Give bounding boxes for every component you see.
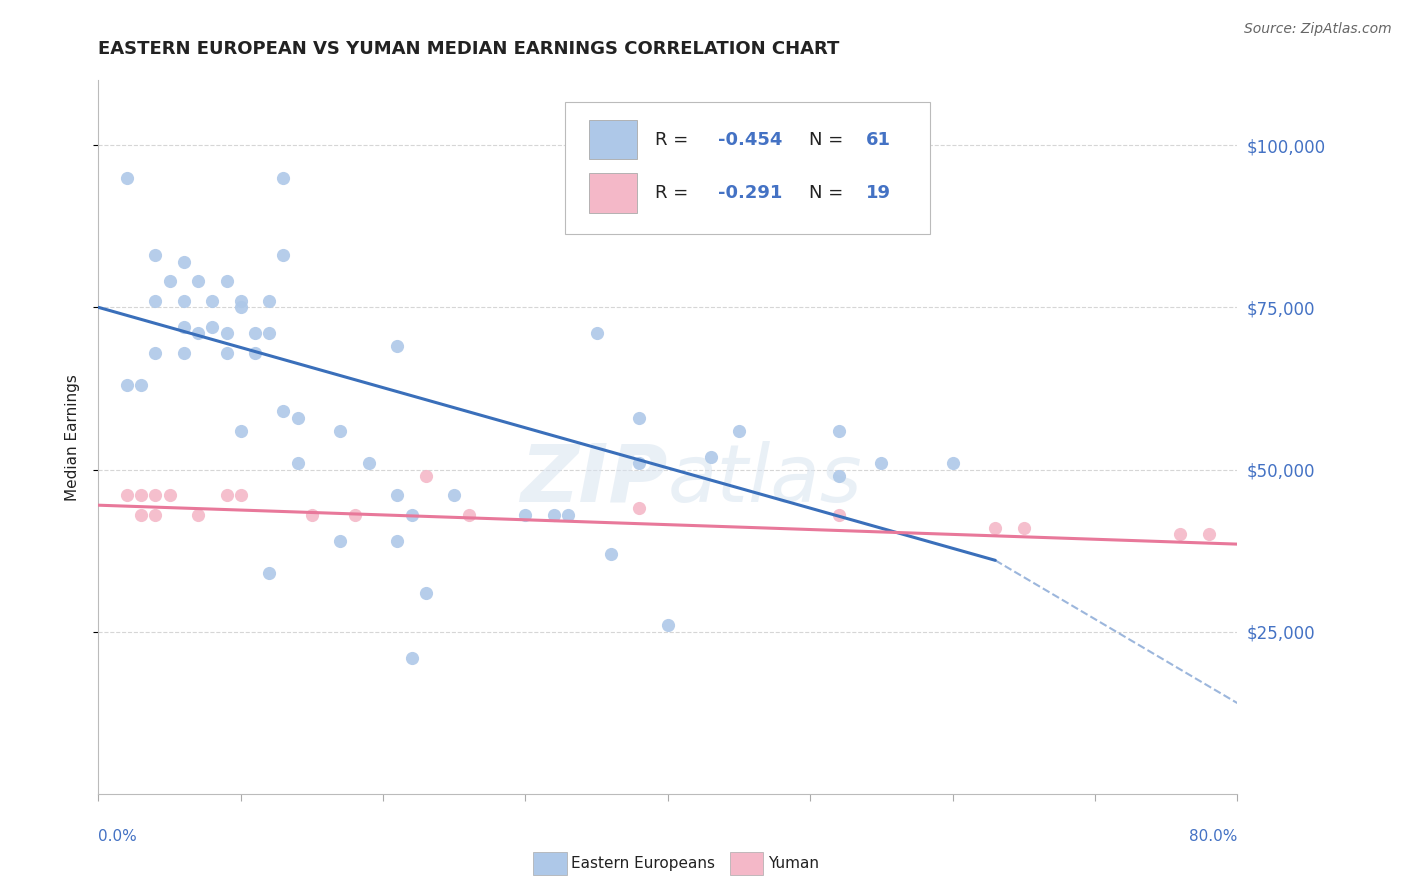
Point (415, 469, 437, 483)
Point (187, 508, 209, 522)
Text: 0.0%: 0.0% (98, 830, 138, 844)
Point (129, 378, 152, 392)
Point (115, 378, 138, 392)
Text: R =: R = (655, 184, 695, 202)
Point (728, 424, 751, 438)
Text: 19: 19 (866, 184, 891, 202)
Point (159, 488, 181, 502)
Point (1198, 527, 1220, 541)
Point (401, 650, 423, 665)
Point (828, 508, 851, 522)
Point (145, 345, 167, 359)
Point (173, 293, 195, 308)
Point (942, 456, 965, 470)
Point (115, 488, 138, 502)
Point (401, 508, 423, 522)
Point (115, 170, 138, 185)
Point (215, 488, 238, 502)
Point (173, 319, 195, 334)
Text: N =: N = (808, 184, 849, 202)
Point (287, 456, 309, 470)
Text: EASTERN EUROPEAN VS YUMAN MEDIAN EARNINGS CORRELATION CHART: EASTERN EUROPEAN VS YUMAN MEDIAN EARNING… (98, 40, 839, 58)
Point (187, 274, 209, 288)
Point (129, 488, 152, 502)
FancyBboxPatch shape (565, 102, 929, 234)
Point (628, 456, 651, 470)
Point (173, 345, 195, 359)
Point (273, 170, 295, 185)
Point (329, 424, 352, 438)
Text: R =: R = (655, 130, 695, 148)
Point (387, 339, 409, 353)
Text: Source: ZipAtlas.com: Source: ZipAtlas.com (1244, 22, 1392, 37)
Point (229, 293, 252, 308)
Y-axis label: Median Earnings: Median Earnings (65, 374, 80, 500)
FancyBboxPatch shape (589, 120, 637, 160)
Point (229, 424, 252, 438)
Text: atlas: atlas (668, 441, 863, 519)
Point (173, 255, 195, 269)
Point (273, 248, 295, 262)
Point (828, 424, 851, 438)
Point (259, 293, 281, 308)
Point (515, 508, 537, 522)
Point (387, 533, 409, 548)
Point (145, 488, 167, 502)
Text: Yuman: Yuman (768, 856, 818, 871)
Point (585, 326, 607, 341)
Point (145, 293, 167, 308)
Point (387, 488, 409, 502)
Point (215, 326, 238, 341)
Point (243, 345, 266, 359)
Point (229, 488, 252, 502)
Point (129, 508, 152, 522)
Text: ZIP: ZIP (520, 441, 668, 519)
FancyBboxPatch shape (589, 173, 637, 213)
Point (159, 274, 181, 288)
Point (215, 274, 238, 288)
Point (699, 450, 721, 464)
Point (187, 326, 209, 341)
Text: -0.291: -0.291 (718, 184, 782, 202)
Point (229, 301, 252, 315)
Point (329, 533, 352, 548)
Point (628, 410, 651, 425)
Point (984, 521, 1007, 535)
Point (557, 508, 579, 522)
Point (259, 566, 281, 581)
Point (287, 410, 309, 425)
Point (201, 293, 224, 308)
Point (1012, 521, 1035, 535)
Text: Eastern Europeans: Eastern Europeans (571, 856, 714, 871)
Point (628, 501, 651, 516)
Point (343, 508, 366, 522)
Point (443, 488, 465, 502)
Point (201, 319, 224, 334)
Point (215, 345, 238, 359)
Point (543, 508, 565, 522)
Point (243, 326, 266, 341)
Text: 80.0%: 80.0% (1189, 830, 1237, 844)
Point (657, 618, 679, 632)
Point (273, 404, 295, 418)
Point (870, 456, 893, 470)
Point (145, 508, 167, 522)
Text: -0.454: -0.454 (718, 130, 782, 148)
Text: 61: 61 (866, 130, 891, 148)
Point (357, 456, 380, 470)
Text: N =: N = (808, 130, 849, 148)
Point (457, 508, 479, 522)
Point (1170, 527, 1192, 541)
Point (259, 326, 281, 341)
Point (301, 508, 323, 522)
Point (828, 469, 851, 483)
Point (145, 248, 167, 262)
Point (415, 586, 437, 600)
Point (600, 547, 623, 561)
